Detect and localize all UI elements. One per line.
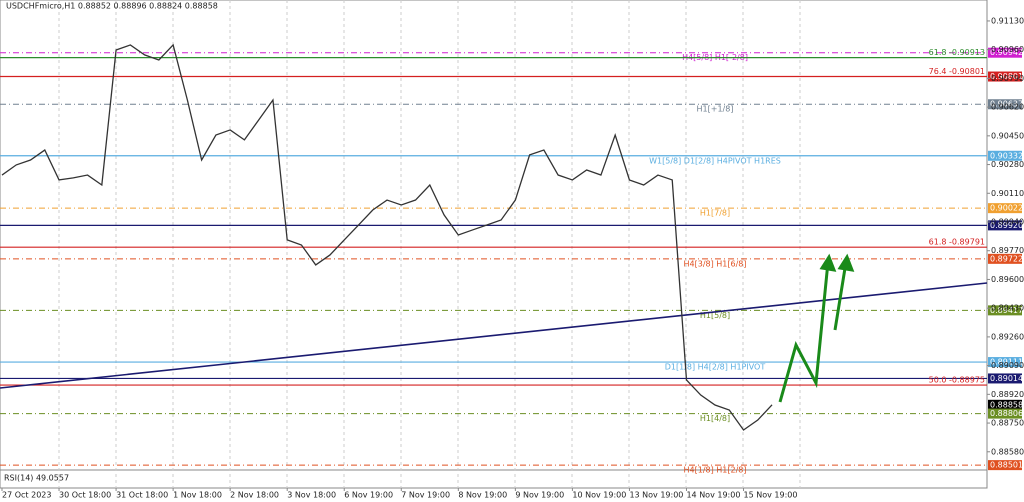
- x-tick-label: 10 Nov 19:00: [572, 491, 626, 500]
- y-tick-label: 0.90620: [991, 103, 1024, 112]
- price-line: [1, 43, 773, 431]
- level-name: H1[5/8]: [700, 311, 730, 320]
- price-tag: [988, 47, 1022, 58]
- y-tick-label: 0.90280: [991, 160, 1024, 169]
- x-tick-label: 8 Nov 19:00: [458, 491, 507, 500]
- x-tick-label: 3 Nov 18:00: [287, 491, 336, 500]
- level-name: D1[1/8] H4[2/8] H1PIVOT: [665, 363, 766, 372]
- plot-frame: [0, 0, 988, 489]
- x-tick-label: 13 Nov 19:00: [629, 491, 683, 500]
- x-tick-label: 7 Nov 19:00: [401, 491, 450, 500]
- x-tick-label: 6 Nov 19:00: [344, 491, 393, 500]
- y-tick-label: 0.90960: [991, 45, 1024, 54]
- y-tick-label: 0.89770: [991, 246, 1024, 255]
- price-tag-label: 0.89417: [990, 306, 1023, 315]
- price-tag-label: 0.90801: [990, 72, 1023, 81]
- price-tag: [988, 357, 1022, 368]
- y-tick-label: 0.88920: [991, 390, 1024, 399]
- price-tag-label: 0.88858: [990, 400, 1023, 409]
- y-tick-label: 0.91130: [991, 16, 1024, 25]
- price-tag-label: 0.89014: [990, 374, 1023, 383]
- price-tag: [988, 150, 1022, 161]
- level-name: H4[1/8] H1[2/8]: [684, 466, 747, 475]
- price-tag: [988, 305, 1022, 316]
- fib-label: 61.8 -0.90913: [929, 48, 985, 57]
- x-tick-label: 14 Nov 19:00: [686, 491, 740, 500]
- y-tick-label: 0.89260: [991, 332, 1024, 341]
- forecast-arrows: [778, 253, 855, 403]
- fib-label: 76.4 -0.90801: [929, 67, 985, 76]
- level-name: H4[3/8] H1[6/8]: [684, 259, 747, 268]
- y-tick-label: 0.89940: [991, 218, 1024, 227]
- trendline: [0, 282, 988, 389]
- level-name: W1[5/8] D1[2/8] H4PIVOT H1RES: [649, 156, 781, 165]
- price-tag: [988, 253, 1022, 264]
- x-tick-label: 30 Oct 18:00: [59, 491, 111, 500]
- y-tick-label: 0.90450: [991, 131, 1024, 140]
- price-tag-label: 0.89920: [990, 221, 1023, 230]
- fib-label: 61.8 -0.89791: [929, 238, 985, 247]
- level-name: H1[7/8]: [700, 209, 730, 218]
- x-tick-label: 1 Nov 18:00: [173, 491, 222, 500]
- y-tick-label: 0.89600: [991, 275, 1024, 284]
- indicator-label: RSI(14) 49.0557: [4, 474, 69, 483]
- y-tick-label: 0.89090: [991, 361, 1024, 370]
- price-tag: [988, 99, 1022, 110]
- price-tag: [988, 203, 1022, 214]
- price-tag-label: 0.88806: [990, 409, 1023, 418]
- price-tag-label: 0.90637: [990, 100, 1023, 109]
- price-tag: [988, 71, 1022, 82]
- x-tick-label: 15 Nov 19:00: [744, 491, 798, 500]
- price-tag-label: 0.89722: [990, 254, 1023, 263]
- y-tick-label: 0.90790: [991, 74, 1024, 83]
- price-tag-label: 0.90022: [990, 204, 1023, 213]
- price-tag: [988, 220, 1022, 231]
- y-tick-label: 0.89430: [991, 304, 1024, 313]
- price-tag-label: 0.88501: [990, 461, 1023, 470]
- price-tag: [988, 373, 1022, 384]
- price-tag-label: 0.90332: [990, 151, 1023, 160]
- x-tick-label: 27 Oct 2023: [2, 491, 51, 500]
- level-name: H1[+1/8]: [697, 105, 734, 114]
- price-tag: [988, 408, 1022, 419]
- y-tick-label: 0.88750: [991, 419, 1024, 428]
- price-tag-label: 0.90942: [990, 48, 1023, 57]
- x-tick-label: 2 Nov 18:00: [230, 491, 279, 500]
- price-tag: [988, 460, 1022, 471]
- y-tick-label: 0.88580: [991, 447, 1024, 456]
- axis: 0.91130 0.90960 0.90790 0.90620 0.90450 0.902…: [1, 16, 1024, 500]
- price-tag: [988, 399, 1022, 410]
- x-tick-label: 9 Nov 19:00: [515, 491, 564, 500]
- price: [1, 43, 773, 431]
- price-tag-label: 0.89111: [990, 358, 1023, 367]
- level-name: H1[4/8]: [700, 414, 730, 423]
- fib-label: 50.0 -0.88975: [929, 376, 985, 385]
- y-tick-label: 0.90110: [991, 189, 1024, 198]
- x-tick-label: 31 Oct 18:00: [116, 491, 168, 500]
- chart-title: USDCHFmicro,H1 0.88852 0.88896 0.88824 0…: [6, 2, 218, 11]
